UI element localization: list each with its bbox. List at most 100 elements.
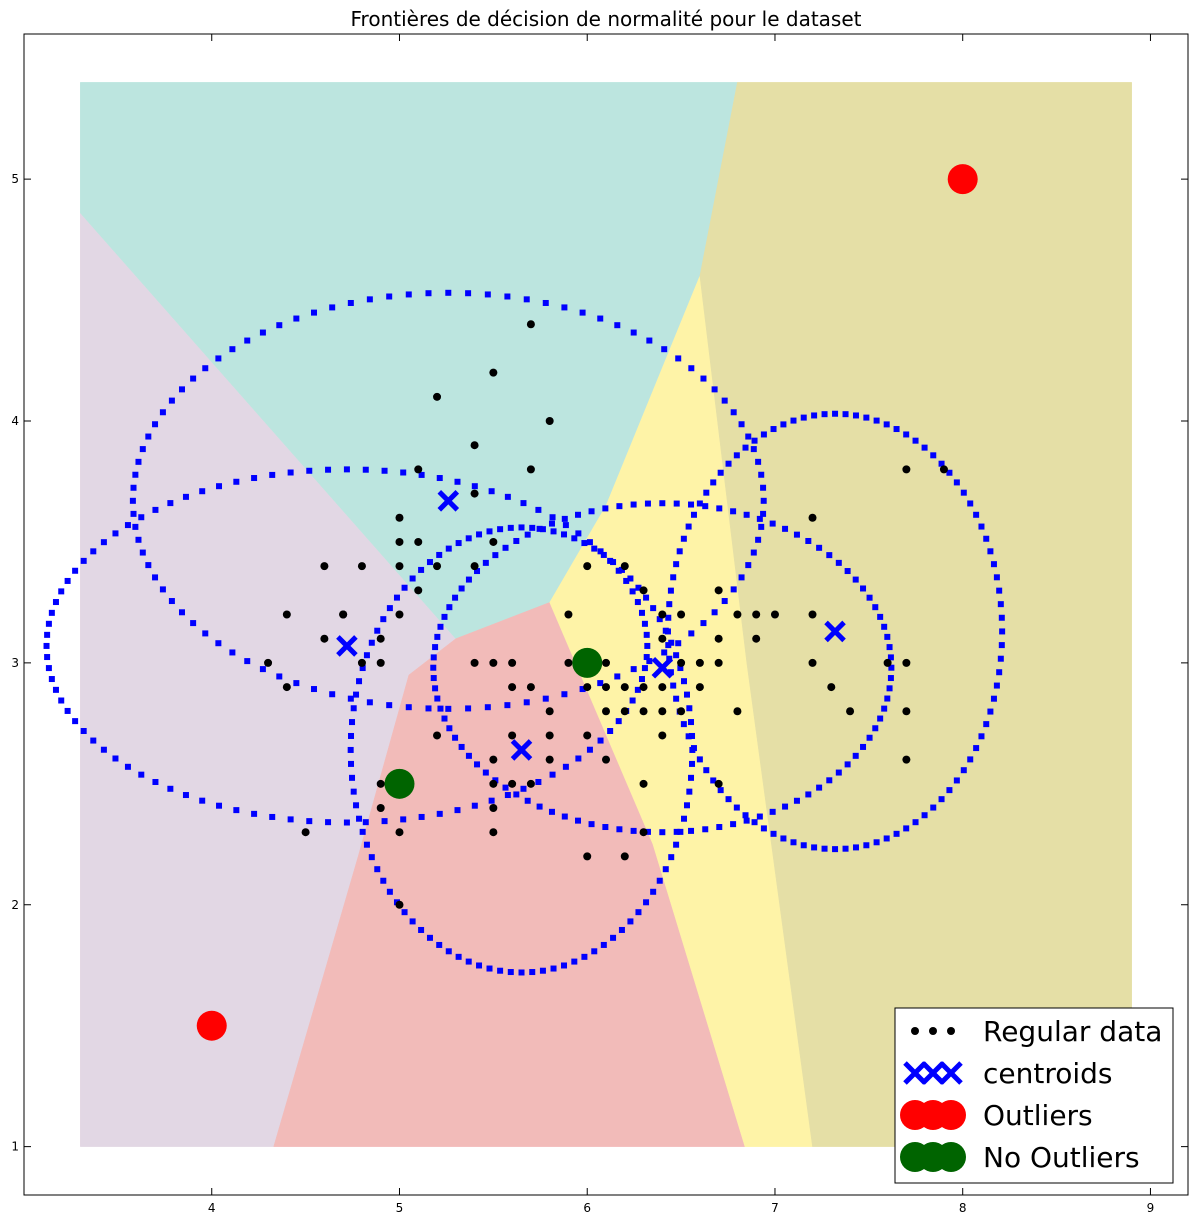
ellipse-dot [675,640,682,647]
legend-item: Regular data [911,1015,1162,1048]
ellipse-dot [362,819,369,826]
centroid-marker [651,656,674,679]
ellipse-dot [881,623,888,630]
ellipse-dot [579,309,586,316]
ellipse-dot [132,471,139,478]
ellipse-dot [350,788,357,795]
ellipse-dot [588,508,595,515]
ellipse-dot [973,511,980,518]
data-point [395,900,404,909]
ellipse-dot [912,437,919,444]
ellipse-dot [347,746,354,753]
data-point [433,562,442,571]
data-point [395,828,404,837]
ellipse-dot [244,337,251,344]
ellipse-dot [805,537,812,544]
ellipse-dot [600,551,607,558]
ellipse-dot [629,588,636,595]
data-point [357,658,366,667]
ellipse-dot [860,585,867,592]
data-point [545,731,554,740]
x-tick-label: 6 [583,1201,591,1215]
ellipse-dot [482,559,489,566]
ellipse-dot [700,620,707,627]
ellipse-dot [730,409,737,416]
ellipse-dot [703,767,710,774]
x-stroke [939,1061,963,1085]
ellipse-dot [486,965,493,972]
ellipse-dot [903,431,910,438]
data-point [902,707,911,716]
ellipse-dot [661,649,668,656]
ellipse-dot [703,489,710,496]
x-stroke [510,739,533,761]
ellipse-dot [668,854,675,861]
ellipse-dot [359,665,366,672]
ellipse-dot [755,458,762,465]
ellipse-dot [930,804,937,811]
ellipse-dot [689,760,696,767]
ellipse-dot [362,466,369,473]
x-tick-label: 4 [208,1201,216,1215]
ellipse-dot [374,627,381,634]
ellipse-dot [644,642,651,649]
ellipse-dot [685,733,692,740]
ellipse-dot [135,536,142,543]
ellipse-dot [350,705,357,712]
ellipse-dot [458,585,465,592]
ellipse-dot [643,594,650,601]
ellipse-dot [112,755,119,762]
ellipse-dot [602,824,609,831]
ellipse-dot [597,548,604,555]
ellipse-dot [152,778,159,785]
ellipse-dot [760,825,767,832]
ellipse-dot [844,761,851,768]
data-point [902,465,911,474]
ellipse-dot [710,777,717,784]
legend: Regular data centroids Outliers No Outliers [894,1007,1174,1184]
ellipse-dot [400,816,407,823]
x-stroke [336,635,358,657]
ellipse-dot [627,918,634,925]
ellipse-dot [852,844,859,851]
ellipse-dot [539,526,546,533]
ellipse-dot [202,630,209,637]
data-point [320,634,329,643]
ellipse-dot [680,721,687,728]
ellipse-dot [343,819,350,826]
ellipse-dot [983,721,990,728]
data-point [433,731,442,740]
ellipse-dot [742,444,749,451]
data-point [489,804,498,812]
ellipse-dot [145,433,152,440]
ellipse-dot [688,774,695,781]
ellipse-dot [852,576,859,583]
ellipse-dot [550,965,557,972]
ellipse-dot [638,676,645,683]
ellipse-dot [887,675,894,682]
ellipse-dot [418,471,425,478]
ellipse-dot [542,695,549,702]
ellipse-dot [465,535,472,542]
ellipse-dot [730,821,737,828]
ellipse-dot [311,309,318,316]
x-tick-label: 9 [1147,1201,1155,1215]
ellipse-dot [673,652,680,659]
ellipse-dot [770,830,777,837]
ellipse-dot [627,575,634,582]
ellipse-dot [650,888,657,895]
ellipse-dot [696,756,703,763]
ellipse-dot [730,508,737,515]
y-tick-label: 5 [11,172,19,186]
ellipse-dot [597,315,604,322]
ellipse-dot [811,412,818,419]
ellipse-dot [618,566,625,573]
ellipse-dot [458,743,465,750]
ellipse-dot [960,767,967,774]
ellipse-dot [760,431,767,438]
data-point [883,658,892,667]
ellipse-dot [132,523,139,530]
no-outlier-point [384,768,415,799]
ellipse-dot [832,410,839,417]
ellipse-dot [504,493,511,500]
